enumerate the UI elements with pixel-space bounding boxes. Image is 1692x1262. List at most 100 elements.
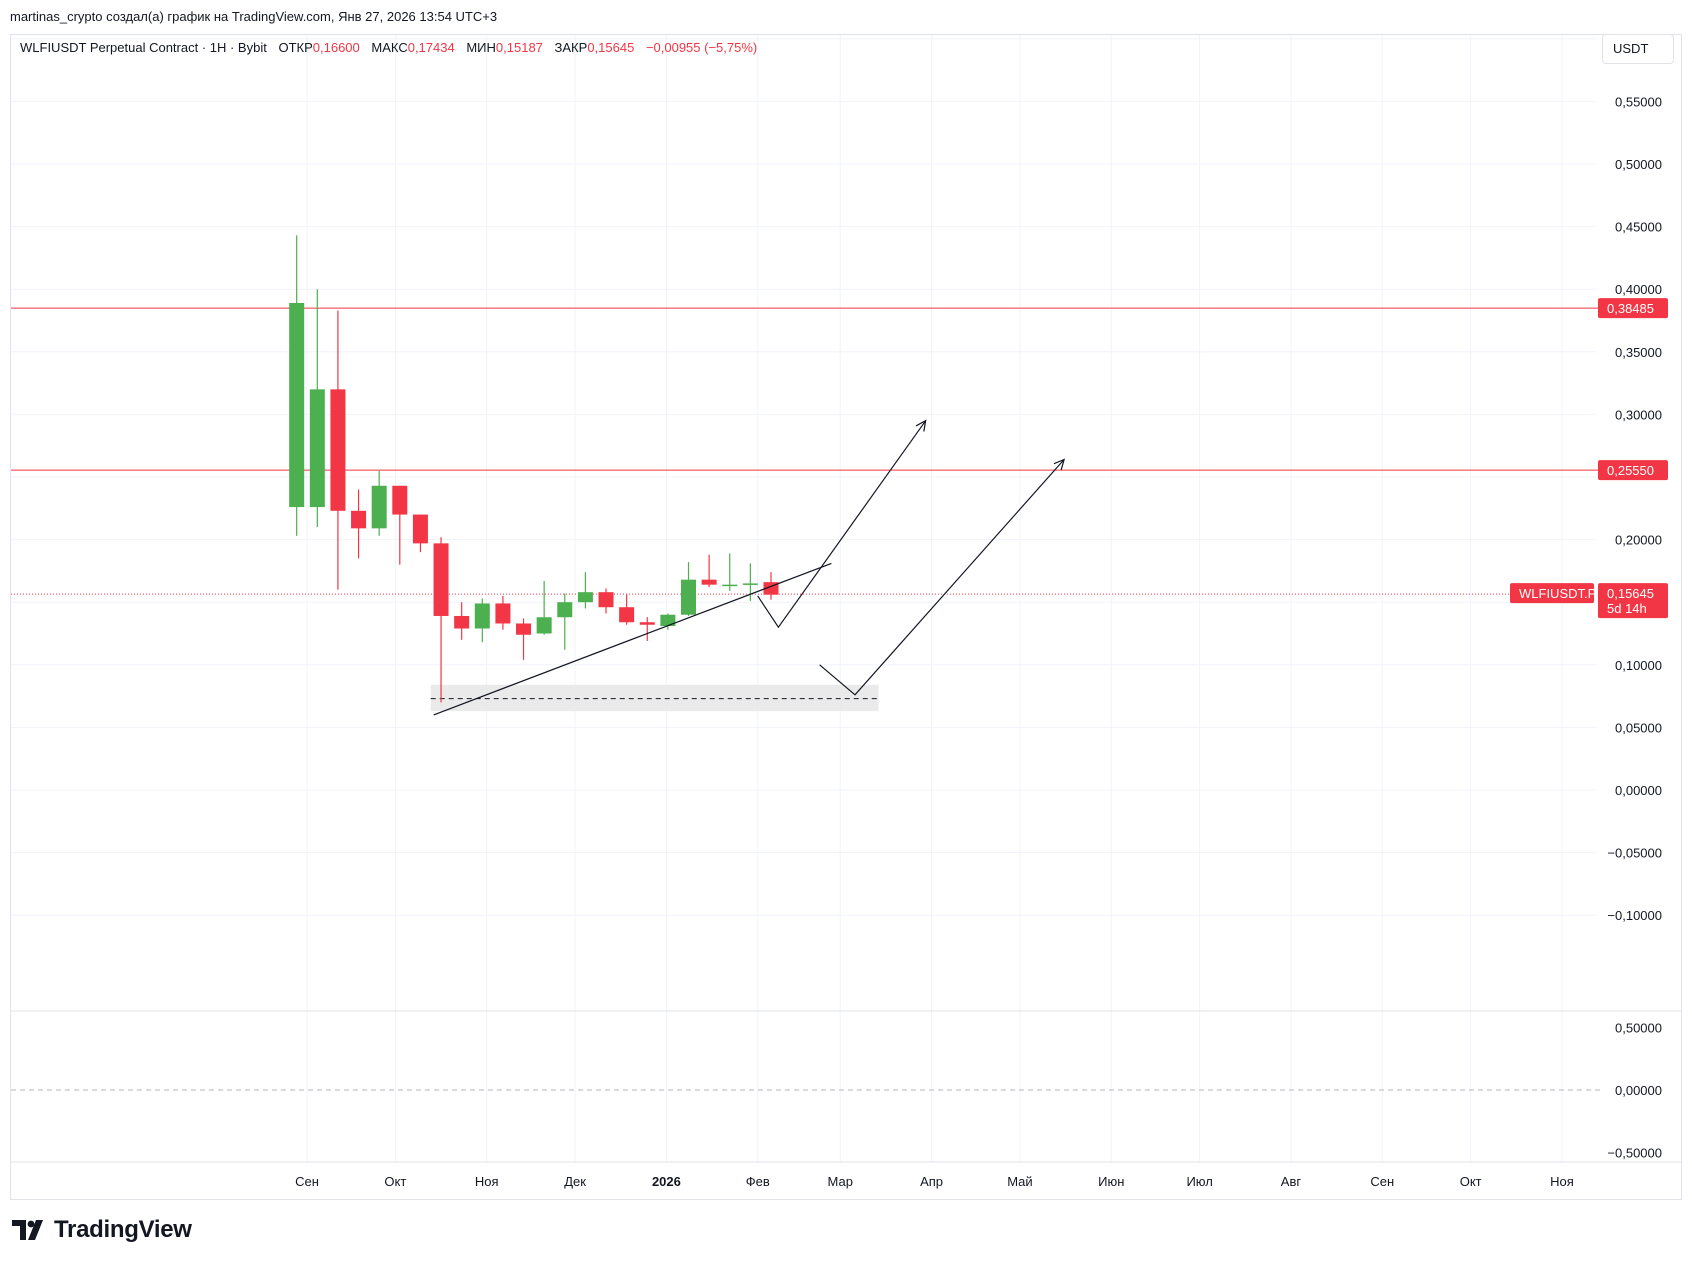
candle (536, 580, 552, 635)
y-tick-label: 0,00000 (1615, 783, 1662, 798)
legend-close-value: 0,15645 (587, 40, 635, 55)
y-tick-label: −0,05000 (1607, 846, 1662, 861)
price-level-tag-box (1598, 298, 1668, 319)
candle (516, 618, 532, 660)
candle-body (742, 583, 758, 585)
y-tick-label: −0,10000 (1607, 908, 1662, 923)
candle-body (598, 592, 614, 608)
x-tick-label: Май (1007, 1174, 1032, 1189)
x-axis[interactable]: Сен Окт Ноя Дек 2026 Фев Мар Апр Май Июн Июл Авг Сен… (295, 1174, 1574, 1189)
symbol-tag-text: WLFIUSDT.P (1519, 586, 1596, 601)
current-price-tag-text: 5d 14h (1607, 601, 1647, 616)
legend-open-value: 0,16600 (312, 40, 360, 55)
candle-body (536, 617, 552, 634)
candle (639, 617, 655, 642)
symbol-tag: WLFIUSDT.P (1510, 583, 1596, 604)
y-tick-label: 0,40000 (1615, 282, 1662, 297)
grid-lines (11, 35, 1681, 1163)
candle-body (660, 614, 676, 626)
lower-y-tick-label: 0,50000 (1615, 1021, 1662, 1036)
candle-body (681, 579, 697, 615)
projection-arrow-a (757, 420, 927, 629)
legend: WLFIUSDT Perpetual Contract · 1Н · Bybit… (20, 40, 757, 55)
price-level-tag-text: 0,38485 (1607, 301, 1654, 316)
x-tick-label: Мар (828, 1174, 853, 1189)
candle (722, 553, 738, 591)
candle-body (433, 543, 449, 616)
projection-arrow-b-arrowhead (1053, 458, 1066, 471)
projection-arrow-b (819, 459, 1065, 696)
candle (412, 514, 428, 553)
x-tick-label: Сен (295, 1174, 319, 1189)
current-price-tag-box (1598, 583, 1668, 619)
legend-close-label: ЗАКР (554, 40, 588, 55)
lower-pane: 0,50000 0,00000 −0,50000 (11, 1021, 1662, 1160)
current-price-tag-text: 0,15645 (1607, 586, 1654, 601)
candle (619, 594, 635, 625)
support-zone-layer (430, 684, 879, 712)
legend-symbol[interactable]: WLFIUSDT Perpetual Contract · 1Н · Bybit (20, 40, 267, 55)
candle-body (289, 302, 305, 508)
candle-body (412, 514, 428, 544)
candle (289, 235, 305, 536)
y-tick-label: 0,55000 (1615, 94, 1662, 109)
candle-body (454, 615, 470, 629)
x-tick-label: Ноя (475, 1174, 499, 1189)
symbol-tag-box (1510, 583, 1594, 604)
lower-y-tick-label: 0,00000 (1615, 1083, 1662, 1098)
legend-low-value: 0,15187 (495, 40, 543, 55)
x-tick-label: Окт (1460, 1174, 1482, 1189)
candle (681, 562, 697, 616)
chart-attribution: martinas_crypto создал(а) график на Trad… (10, 9, 498, 24)
y-tick-label: 0,30000 (1615, 407, 1662, 422)
candle-body (619, 607, 635, 623)
candle (742, 563, 758, 601)
currency-selector[interactable]: USDT (1602, 34, 1674, 64)
candle-body (577, 592, 593, 603)
projection-arrow-a-arrowhead (915, 419, 927, 432)
legend-change: −0,00955 (−5,75%) (645, 40, 758, 55)
candle (309, 289, 325, 528)
candle-body (474, 603, 490, 629)
trendline (433, 562, 832, 716)
candle-body (371, 485, 387, 529)
x-tick-label: Ноя (1550, 1174, 1574, 1189)
price-level-tag: 0,38485 (1598, 298, 1668, 319)
candle (371, 470, 387, 536)
price-levels (11, 307, 1600, 595)
tradingview-logo[interactable]: TradingView (12, 1216, 192, 1244)
chart-frame (10, 34, 1682, 1200)
y-tick-label: 0,20000 (1615, 533, 1662, 548)
candle (701, 554, 717, 588)
candle (433, 537, 449, 703)
candle (557, 593, 573, 650)
candle-body (639, 622, 655, 625)
candle-body (516, 623, 532, 635)
legend-high-value: 0,17434 (407, 40, 455, 55)
x-tick-label: Апр (920, 1174, 943, 1189)
tradingview-logo-icon (12, 1220, 43, 1240)
candle (330, 310, 346, 590)
candles (289, 235, 779, 703)
candle (495, 595, 511, 630)
drawings[interactable] (433, 419, 1066, 716)
candle (598, 588, 614, 614)
legend-low-label: МИН (466, 40, 496, 55)
y-tick-label: 0,45000 (1615, 220, 1662, 235)
x-tick-label: Дек (564, 1174, 586, 1189)
candle (660, 613, 676, 630)
y-tick-label: 0,35000 (1615, 345, 1662, 360)
candle-body (557, 602, 573, 618)
candle (454, 602, 470, 640)
legend-high-label: МАКС (371, 40, 408, 55)
lower-y-tick-label: −0,50000 (1607, 1145, 1662, 1160)
price-level-tag: 0,25550 (1598, 460, 1668, 481)
y-tick-label: 0,10000 (1615, 658, 1662, 673)
candle-body (351, 510, 367, 529)
candle (577, 572, 593, 609)
candle-body (309, 389, 325, 508)
x-tick-label: Окт (384, 1174, 406, 1189)
